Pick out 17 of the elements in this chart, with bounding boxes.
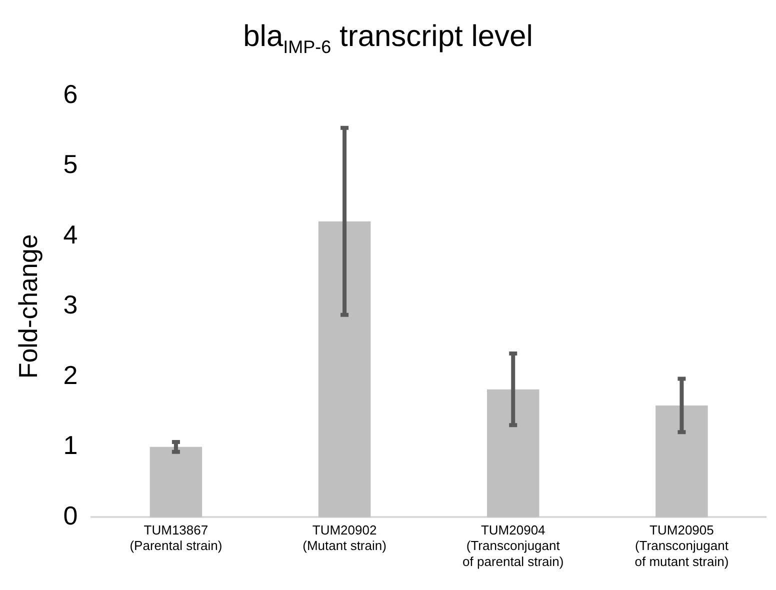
y-tick-label: 0 — [63, 500, 78, 530]
x-tick-label: TUM20902 (Mutant strain) — [302, 522, 386, 554]
bar — [150, 446, 202, 518]
x-tick-label: TUM13867 (Parental strain) — [130, 522, 222, 554]
bar — [318, 221, 371, 518]
x-tick-label: TUM20904 (Transconjugant of parental strain) — [462, 522, 564, 569]
y-tick-label: 2 — [63, 360, 78, 390]
bar — [656, 405, 708, 518]
bar — [486, 389, 540, 518]
y-tick-label: 4 — [63, 219, 78, 250]
chart-title: bla$_{IMP-6}$ transcript level — [242, 19, 534, 59]
y-tick-label: 5 — [63, 149, 78, 180]
y-axis-title: Fold-change — [12, 234, 43, 379]
y-tick-label: 3 — [63, 290, 78, 320]
y-tick-label: 6 — [63, 78, 78, 109]
y-tick-label: 1 — [63, 430, 78, 460]
x-tick-label: TUM20905 (Transconjugant of mutant strain) — [634, 522, 729, 569]
